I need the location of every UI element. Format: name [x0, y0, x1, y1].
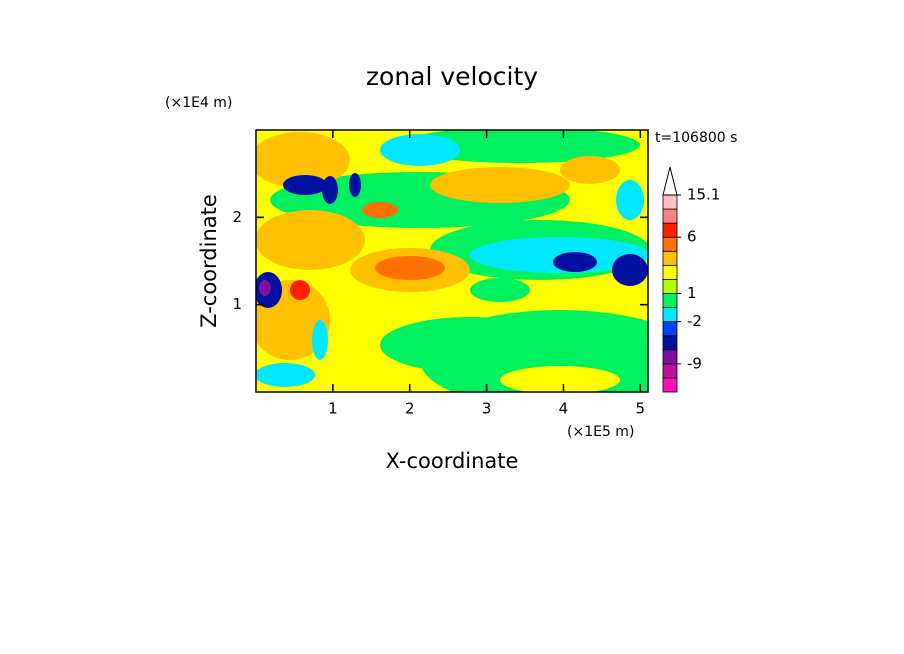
- colorbar-label: 1: [687, 284, 697, 302]
- colorbar-swatch: [662, 194, 678, 210]
- colorbar-extend: [662, 166, 678, 196]
- colorbar-swatch: [662, 307, 678, 323]
- colorbar-swatch: [662, 335, 678, 351]
- time-label: t=106800 s: [655, 130, 737, 146]
- colorbar-swatch: [662, 236, 678, 252]
- colorbar-swatch: [662, 264, 678, 280]
- colorbar-swatch: [662, 321, 678, 337]
- plot-frame: [255, 129, 649, 393]
- y-unit: (×1E4 m): [165, 95, 232, 111]
- y-axis-label: Z-coordinate: [197, 194, 221, 328]
- x-tick-label: 4: [559, 400, 569, 418]
- colorbar-label: 6: [687, 228, 697, 246]
- y-tick-label: 1: [232, 295, 242, 313]
- x-tick-label: 3: [482, 400, 492, 418]
- x-tick-label: 2: [405, 400, 415, 418]
- colorbar-swatch: [662, 208, 678, 224]
- colorbar-label: 15.1: [687, 186, 720, 204]
- x-axis-label: X-coordinate: [386, 449, 519, 473]
- colorbar-swatch: [662, 363, 678, 379]
- colorbar-label: -9: [687, 354, 702, 372]
- chart-title: zonal velocity: [366, 62, 538, 91]
- colorbar-swatch: [662, 250, 678, 266]
- x-tick-label: 1: [328, 400, 338, 418]
- x-tick-label: 5: [636, 400, 646, 418]
- colorbar-label: -2: [687, 312, 702, 330]
- colorbar-swatch: [662, 349, 678, 365]
- contour-field: [256, 130, 648, 392]
- y-tick-label: 2: [232, 208, 242, 226]
- colorbar-swatch: [662, 279, 678, 294]
- colorbar-swatch: [662, 293, 678, 308]
- colorbar-swatch: [662, 377, 678, 393]
- x-unit: (×1E5 m): [567, 424, 634, 440]
- colorbar-swatch: [662, 222, 678, 238]
